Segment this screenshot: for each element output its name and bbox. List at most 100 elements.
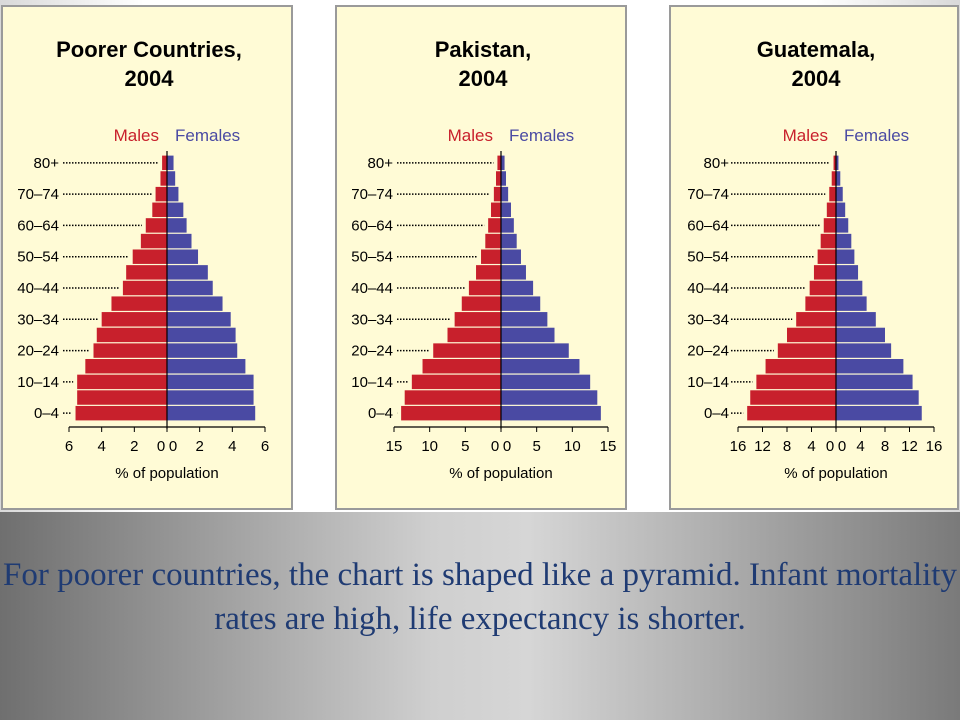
x-tick-label: 0 bbox=[838, 438, 846, 455]
bar-female bbox=[167, 359, 246, 374]
x-tick-label: 4 bbox=[807, 438, 815, 455]
x-tick-label: 4 bbox=[856, 438, 864, 455]
age-label: 30–34 bbox=[351, 311, 393, 328]
bar-female bbox=[501, 343, 569, 358]
bar-male bbox=[411, 374, 501, 390]
bar-male bbox=[488, 218, 501, 233]
bar-male bbox=[756, 374, 836, 390]
bar-male bbox=[491, 202, 501, 217]
pyramid-chart: Guatemala, 2004 Males Females 0–4 10–14 20–24 3… bbox=[687, 37, 942, 482]
x-tick-label: 5 bbox=[532, 438, 540, 455]
bar-female bbox=[167, 405, 256, 421]
bar-female bbox=[167, 327, 236, 343]
age-label: 10–14 bbox=[351, 374, 393, 391]
bar-male bbox=[152, 202, 167, 217]
bar-male bbox=[796, 312, 836, 327]
bar-female bbox=[167, 312, 231, 327]
x-tick-label: 6 bbox=[261, 438, 269, 455]
age-label: 10–14 bbox=[687, 374, 729, 391]
bar-female bbox=[167, 343, 238, 358]
age-label: 70–74 bbox=[351, 186, 393, 203]
chart-title-line: 2004 bbox=[459, 66, 509, 91]
x-tick-label: 4 bbox=[228, 438, 236, 455]
x-tick-label: 10 bbox=[421, 438, 438, 455]
x-tick-label: 0 bbox=[826, 438, 834, 455]
bar-male bbox=[831, 171, 836, 186]
bar-female bbox=[167, 202, 184, 217]
age-label: 60–64 bbox=[17, 217, 59, 234]
bar-female bbox=[501, 296, 541, 311]
age-label: 20–24 bbox=[17, 343, 59, 360]
bar-male bbox=[809, 280, 836, 296]
bar-male bbox=[77, 374, 167, 390]
bar-male bbox=[145, 218, 167, 233]
age-label: 70–74 bbox=[687, 186, 729, 203]
bar-female bbox=[167, 265, 208, 280]
age-label: 40–44 bbox=[351, 280, 393, 297]
legend-males: Males bbox=[448, 126, 493, 145]
chart-panel-pakistan: Pakistan, 2004 Males Females 0–4 10–14 20–24 30… bbox=[335, 5, 627, 510]
x-tick-label: 0 bbox=[169, 438, 177, 455]
bar-female bbox=[167, 296, 223, 311]
bar-female bbox=[501, 312, 548, 327]
x-tick-label: 15 bbox=[600, 438, 617, 455]
bar-male bbox=[160, 171, 167, 186]
age-label: 50–54 bbox=[351, 249, 393, 266]
bar-female bbox=[501, 233, 517, 249]
bar-female bbox=[501, 280, 534, 296]
legend-males: Males bbox=[114, 126, 159, 145]
bar-female bbox=[501, 171, 506, 186]
age-label: 50–54 bbox=[687, 249, 729, 266]
chart-title-line: Pakistan, bbox=[435, 37, 532, 62]
bar-female bbox=[836, 202, 846, 217]
pyramid-chart: Pakistan, 2004 Males Females 0–4 10–14 20–24 30… bbox=[351, 37, 617, 482]
x-axis-label: % of population bbox=[449, 465, 552, 482]
chart-title-line: 2004 bbox=[125, 66, 175, 91]
bar-male bbox=[122, 280, 167, 296]
bar-female bbox=[836, 171, 841, 186]
bar-male bbox=[162, 155, 167, 171]
bar-female bbox=[501, 265, 526, 280]
bar-female bbox=[167, 155, 174, 171]
bar-male bbox=[485, 233, 501, 249]
x-axis-label: % of population bbox=[784, 465, 887, 482]
age-label: 30–34 bbox=[17, 311, 59, 328]
bar-male bbox=[787, 327, 836, 343]
age-label: 80+ bbox=[704, 155, 730, 172]
x-tick-label: 2 bbox=[130, 438, 138, 455]
bar-male bbox=[96, 327, 167, 343]
age-label: 40–44 bbox=[17, 280, 59, 297]
age-label: 40–44 bbox=[687, 280, 729, 297]
bar-female bbox=[167, 186, 179, 202]
x-tick-label: 16 bbox=[730, 438, 747, 455]
bar-female bbox=[167, 390, 254, 405]
bar-male bbox=[101, 312, 167, 327]
bar-male bbox=[823, 218, 836, 233]
bar-female bbox=[501, 186, 509, 202]
bar-male bbox=[433, 343, 501, 358]
age-label: 20–24 bbox=[687, 343, 729, 360]
age-label: 80+ bbox=[34, 155, 60, 172]
bar-female bbox=[836, 155, 839, 171]
bar-female bbox=[836, 405, 922, 421]
bar-male bbox=[454, 312, 501, 327]
bar-male bbox=[777, 343, 836, 358]
bar-male bbox=[85, 359, 167, 374]
bar-female bbox=[167, 280, 213, 296]
age-label: 70–74 bbox=[17, 186, 59, 203]
bar-male bbox=[481, 249, 501, 264]
bar-male bbox=[833, 155, 836, 171]
bar-male bbox=[805, 296, 836, 311]
age-label: 10–14 bbox=[17, 374, 59, 391]
bar-female bbox=[501, 249, 521, 264]
age-label: 30–34 bbox=[687, 311, 729, 328]
bar-male bbox=[817, 249, 836, 264]
chart-title-line: 2004 bbox=[792, 66, 842, 91]
bar-male bbox=[75, 405, 167, 421]
x-tick-label: 15 bbox=[386, 438, 403, 455]
bar-male bbox=[404, 390, 501, 405]
bar-female bbox=[167, 249, 199, 264]
bar-female bbox=[501, 405, 601, 421]
caption-text: For poorer countries, the chart is shape… bbox=[3, 557, 957, 637]
bar-female bbox=[836, 218, 849, 233]
